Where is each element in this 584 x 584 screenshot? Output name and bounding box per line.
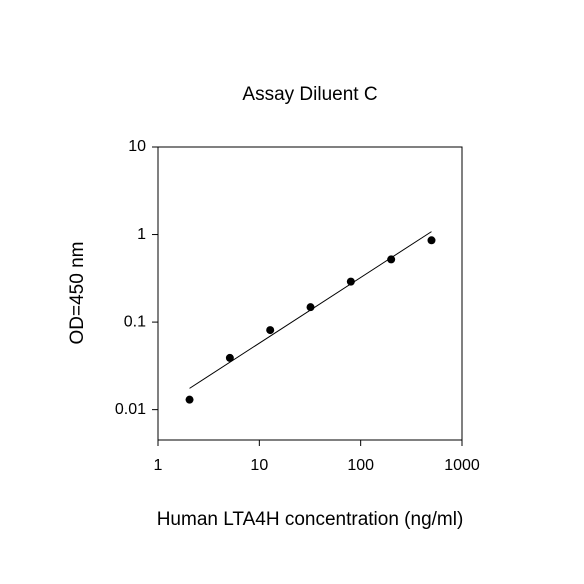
data-point: [266, 326, 275, 335]
x-tick-label: 1000: [444, 457, 480, 474]
data-point: [387, 255, 396, 264]
data-point: [306, 303, 315, 312]
x-axis-label: Human LTA4H concentration (ng/ml): [157, 509, 464, 530]
plot-frame: [157, 146, 463, 441]
chart-title: Assay Diluent C: [242, 84, 377, 105]
y-tick-label: 10: [128, 138, 146, 155]
x-tick-label: 100: [347, 457, 374, 474]
y-axis-label: OD=450 nm: [67, 242, 88, 345]
y-tick-label: 1: [137, 226, 146, 243]
y-tick-label: 0.01: [115, 401, 146, 418]
x-tick-label: 10: [250, 457, 268, 474]
data-point: [346, 277, 355, 286]
x-tick-label: 1: [154, 457, 163, 474]
data-point: [225, 353, 234, 362]
data-point: [427, 236, 436, 245]
y-tick-label: 0.1: [124, 313, 146, 330]
data-point: [185, 395, 194, 404]
